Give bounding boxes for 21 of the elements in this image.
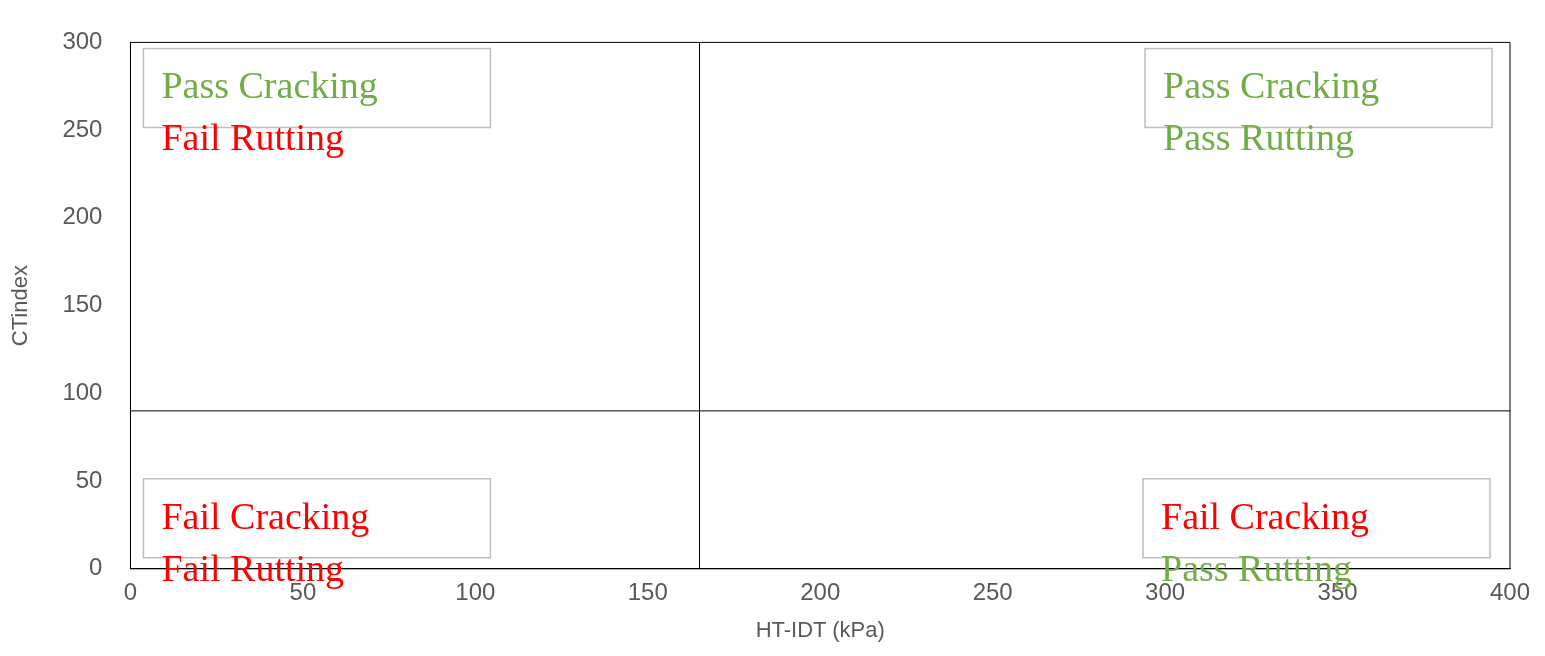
y-axis-title: CTindex [7,265,33,347]
x-tick-label: 400 [1489,577,1531,605]
y-tick-label: 50 [75,465,103,493]
x-axis-title: HT-IDT (kPa) [755,616,885,642]
annotation: Fail Cracking [161,494,370,537]
x-tick-label: 200 [800,577,841,605]
y-tick-label: 0 [89,553,103,581]
y-tick-label: 200 [62,202,103,230]
y-tick-label: 250 [62,114,103,142]
x-tick-label: 250 [972,577,1013,605]
annotation: Fail Cracking [1161,494,1369,537]
y-tick-label: 100 [62,377,103,405]
annotation: Fail Rutting [161,116,345,159]
y-tick-label: 300 [62,27,103,55]
annotation: Pass Cracking [1163,64,1380,107]
annotation: Pass Rutting [1163,116,1355,159]
x-tick-label: 100 [455,577,496,605]
annotation: Pass Cracking [161,64,378,107]
y-tick-label: 150 [62,290,103,318]
x-tick-label: 150 [627,577,668,605]
x-tick-label: 0 [123,577,138,605]
